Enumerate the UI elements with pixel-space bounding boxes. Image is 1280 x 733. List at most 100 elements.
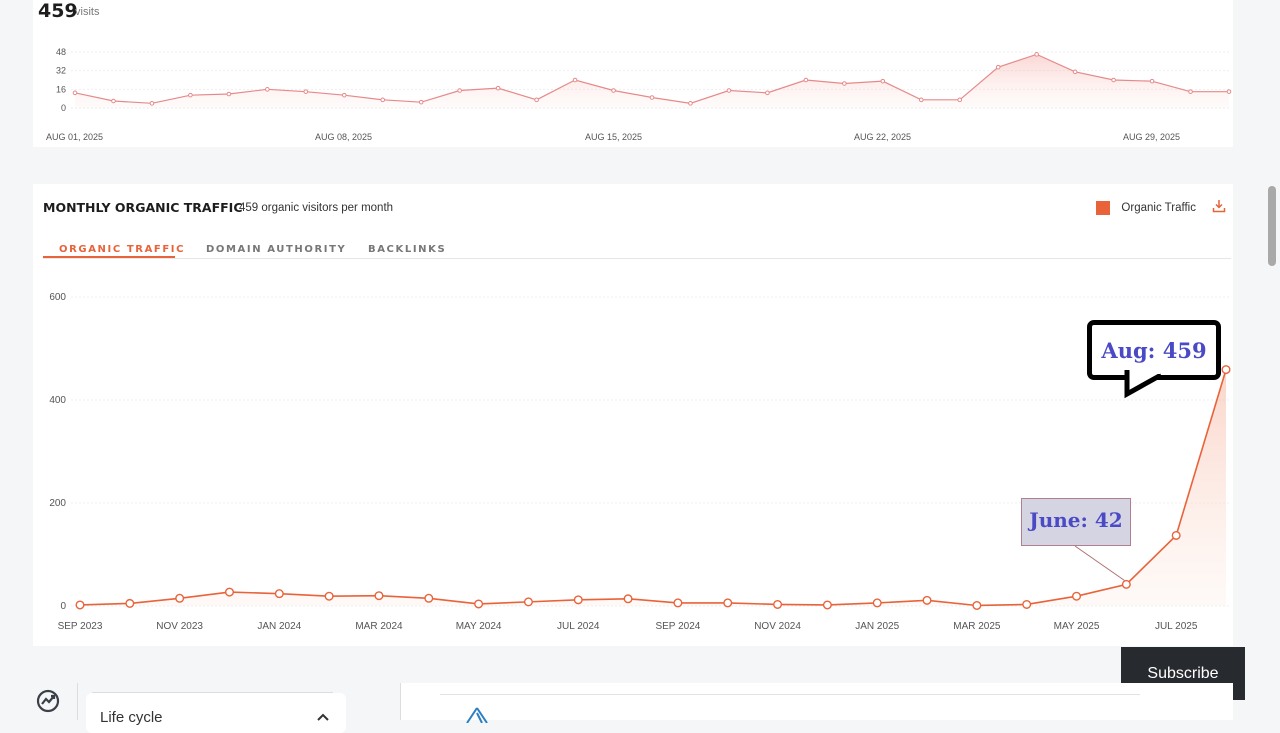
sidebar-divider (77, 683, 78, 720)
monthly-point[interactable] (623, 594, 633, 604)
monthly-y-tick: 600 (49, 292, 66, 303)
daily-point[interactable] (457, 88, 462, 93)
analytics-icon[interactable] (36, 689, 60, 713)
daily-point[interactable] (1188, 89, 1193, 94)
monthly-point[interactable] (424, 593, 434, 603)
callout-aug-tail (1124, 370, 1163, 399)
daily-point[interactable] (149, 101, 155, 106)
daily-point[interactable] (72, 90, 78, 96)
tab-backlinks[interactable]: BACKLINKS (368, 244, 447, 255)
daily-chart: 48 32 16 0 AUG 01, 2025 AUG 08, 2025 AUG 15, 2… (46, 47, 1232, 142)
daily-point[interactable] (957, 97, 963, 103)
daily-point[interactable] (842, 81, 847, 86)
callout-june-text: June: 42 (1029, 508, 1123, 532)
daily-point[interactable] (726, 88, 732, 93)
daily-point[interactable] (880, 78, 886, 84)
monthly-y-tick: 200 (49, 498, 66, 509)
callout-aug-text: Aug: 459 (1101, 338, 1207, 363)
daily-y-tick: 0 (61, 103, 66, 113)
monthly-point[interactable] (125, 598, 135, 608)
daily-point[interactable] (572, 77, 578, 83)
card-subtitle: 459 organic visitors per month (239, 202, 394, 214)
monthly-x-tick: JUL 2025 (1155, 621, 1198, 632)
monthly-x-tick: MAR 2025 (953, 621, 1001, 632)
monthly-traffic-card: MONTHLY ORGANIC TRAFFIC 459 organic visi… (33, 184, 1233, 646)
monthly-point[interactable] (673, 598, 683, 608)
monthly-point[interactable] (1072, 591, 1082, 601)
monthly-x-tick: SEP 2024 (655, 621, 700, 632)
monthly-point[interactable] (474, 599, 484, 609)
daily-point[interactable] (1072, 69, 1078, 75)
download-icon[interactable] (1212, 199, 1226, 213)
monthly-point[interactable] (175, 593, 185, 603)
daily-unit: visits (75, 6, 100, 18)
daily-y-tick: 32 (56, 66, 66, 76)
monthly-chart: 600 400 200 0 SEP 2023 NOV 2023 JAN 2024 MAR 20… (49, 292, 1231, 632)
daily-x-tick: AUG 01, 2025 (46, 132, 103, 142)
chevron-up-icon[interactable] (316, 712, 330, 722)
daily-point[interactable] (803, 77, 809, 83)
monthly-point[interactable] (274, 589, 284, 599)
daily-point[interactable] (1034, 52, 1039, 57)
monthly-x-tick: JUL 2024 (557, 621, 600, 632)
monthly-point[interactable] (1221, 365, 1231, 375)
daily-point[interactable] (265, 87, 270, 92)
monthly-point[interactable] (374, 591, 384, 601)
monthly-point[interactable] (523, 597, 533, 607)
daily-point[interactable] (765, 90, 770, 96)
daily-x-tick: AUG 15, 2025 (585, 132, 642, 142)
daily-x-tick: AUG 08, 2025 (315, 132, 372, 142)
monthly-x-tick: MAY 2024 (456, 621, 502, 632)
callout-june: June: 42 (1021, 498, 1131, 546)
panel-divider (92, 692, 333, 693)
monthly-x-tick: MAY 2025 (1054, 621, 1100, 632)
daily-point[interactable] (995, 64, 1001, 70)
daily-point[interactable] (188, 92, 193, 98)
daily-point[interactable] (534, 97, 539, 103)
tab-domain-authority[interactable]: DOMAIN AUTHORITY (206, 244, 347, 255)
daily-y-tick: 16 (56, 84, 66, 94)
daily-point[interactable] (226, 91, 232, 97)
monthly-point[interactable] (773, 599, 783, 609)
daily-point[interactable] (111, 98, 116, 104)
daily-point[interactable] (495, 85, 501, 91)
tab-organic-traffic[interactable]: ORGANIC TRAFFIC (59, 244, 186, 255)
monthly-point[interactable] (872, 598, 882, 608)
monthly-point[interactable] (1121, 579, 1131, 589)
daily-point[interactable] (918, 97, 924, 103)
monthly-point[interactable] (324, 591, 334, 601)
monthly-point[interactable] (1022, 599, 1032, 609)
page-scrollbar[interactable] (1268, 186, 1276, 266)
monthly-point[interactable] (573, 595, 583, 605)
monthly-point[interactable] (723, 598, 733, 608)
monthly-point[interactable] (224, 587, 234, 597)
monthly-x-tick: MAR 2024 (355, 621, 403, 632)
monthly-y-tick: 400 (49, 395, 66, 406)
content-card-rule (440, 694, 1140, 695)
daily-point[interactable] (688, 101, 693, 106)
chart-legend[interactable]: Organic Traffic (1096, 201, 1196, 215)
monthly-line (79, 369, 1227, 607)
monthly-point[interactable] (822, 600, 832, 610)
lifecycle-label[interactable]: Life cycle (100, 709, 163, 726)
daily-point[interactable] (380, 97, 386, 103)
monthly-point[interactable] (972, 600, 982, 610)
daily-point[interactable] (611, 88, 616, 93)
daily-point[interactable] (303, 89, 309, 94)
bottom-section: Life cycle (0, 683, 1280, 733)
monthly-point[interactable] (922, 595, 932, 605)
monthly-point[interactable] (75, 600, 85, 610)
daily-point[interactable] (418, 99, 424, 105)
monthly-y-tick: 0 (60, 601, 66, 612)
daily-point[interactable] (1111, 77, 1116, 83)
daily-visits-card: 459 visits 48 32 16 0 AUG 01, 2025 AUG 08, 20… (33, 0, 1233, 147)
monthly-area (80, 369, 1226, 606)
content-card (401, 683, 1233, 720)
daily-point[interactable] (341, 92, 347, 98)
daily-point[interactable] (1149, 78, 1155, 84)
daily-x-tick: AUG 22, 2025 (854, 132, 911, 142)
monthly-point[interactable] (1171, 530, 1181, 540)
daily-point[interactable] (1226, 89, 1232, 94)
daily-point[interactable] (649, 95, 655, 100)
daily-area (75, 54, 1229, 108)
